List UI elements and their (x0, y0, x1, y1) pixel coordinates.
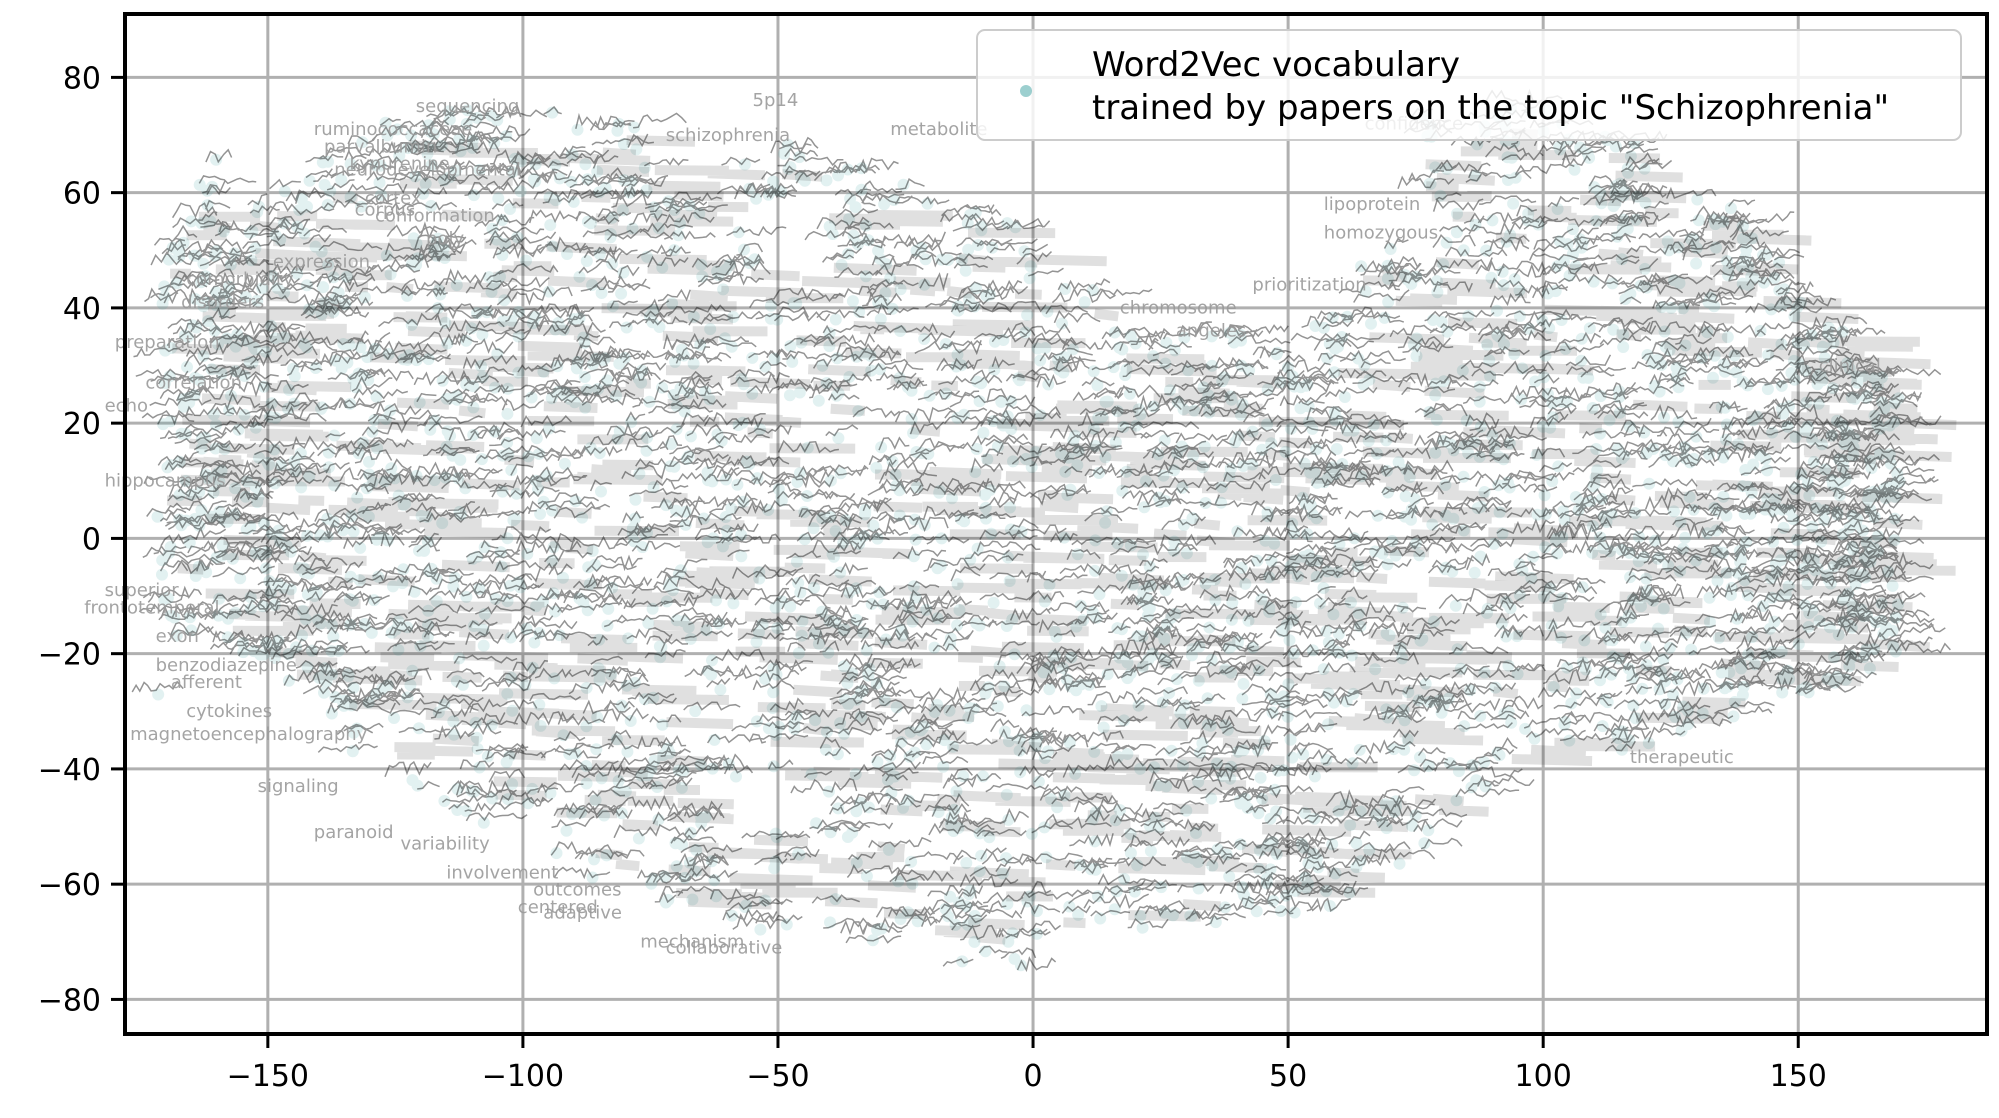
word-annotation: hippocampus (105, 471, 226, 492)
y-tick-label: 80 (63, 61, 101, 96)
y-tick-label: 20 (63, 407, 101, 442)
legend-label-line1: Word2Vec vocabulary (1092, 45, 1460, 85)
x-tick-label: 50 (1269, 1059, 1307, 1094)
word-annotation: conformation (375, 206, 495, 227)
word-annotation: metabolite (890, 119, 987, 140)
word-annotation: parvalbumin (324, 136, 437, 157)
y-tick-label: 60 (63, 177, 101, 212)
x-tick-label: −50 (746, 1059, 809, 1094)
y-tick-label: −20 (38, 638, 101, 673)
x-tick-label: −150 (227, 1059, 309, 1094)
y-tick-label: 0 (82, 522, 101, 557)
data-point-markers (151, 102, 1906, 972)
x-tick-label: 100 (1515, 1059, 1572, 1094)
legend-label-line2: trained by papers on the topic "Schizoph… (1092, 88, 1889, 128)
y-tick-label: −80 (38, 983, 101, 1018)
word-annotation: corpus (355, 200, 416, 221)
word-annotation: exon (156, 626, 199, 647)
word-annotation: paranoid (314, 822, 394, 843)
word-annotation: preparation (115, 332, 220, 353)
word-annotation: expression (273, 252, 370, 273)
word-label-cloud (131, 88, 1951, 973)
x-tick-label: 150 (1770, 1059, 1827, 1094)
legend: Word2Vec vocabulary trained by papers on… (976, 29, 1962, 141)
word-annotation: frontotemporal (84, 597, 219, 618)
word-annotation: adaptive (543, 903, 622, 924)
word-annotation: involvement (446, 862, 558, 883)
word-annotation: disorders (181, 292, 264, 313)
word-annotation: homozygous (1324, 223, 1438, 244)
word-annotation: clinical (1819, 355, 1881, 376)
word-annotation: mechanism (640, 932, 744, 953)
word-annotation: comorbidity (186, 269, 294, 290)
word-annotation: prioritization (1252, 275, 1366, 296)
word-annotation: cytokines (186, 701, 272, 722)
x-tick-label: 0 (1023, 1059, 1042, 1094)
grid (125, 14, 1987, 1034)
word-annotation: correlation (145, 373, 242, 394)
label-cloud-shading (166, 128, 1957, 945)
word-annotation: neurodevelopmental (334, 159, 521, 180)
y-tick-label: −60 (38, 868, 101, 903)
word-annotation: afferent (171, 672, 242, 693)
word-annotation: 5p14 (753, 90, 799, 111)
word-annotation: collaborative (666, 937, 783, 958)
word-annotation: benzodiazepine (156, 655, 297, 676)
word-annotation: therapeutic (1630, 747, 1734, 768)
legend-box (976, 29, 1962, 141)
word-annotation: poly (426, 229, 464, 250)
word-annotation: magnetoencephalography (130, 724, 368, 745)
word-annotation: signaling (258, 776, 339, 797)
word-annotation: kynurenine (350, 154, 450, 175)
legend-marker (1020, 85, 1032, 97)
word-annotation: schizophrenia (666, 125, 791, 146)
x-tick-label: −100 (482, 1059, 564, 1094)
word-annotation: sequencing (416, 96, 520, 117)
word-annotation: variability (401, 834, 491, 855)
y-tick-label: −40 (38, 753, 101, 788)
word-annotation: ruminococcaceae (314, 119, 473, 140)
word-annotation: outcomes (533, 880, 621, 901)
word-annotation: lipoprotein (1324, 194, 1420, 215)
word-annotation: angeles (1176, 321, 1246, 342)
word-annotation: centered (518, 897, 598, 918)
plot-frame (123, 12, 1989, 1036)
axis-ticks: −150 −100 −50 0 50 100 150 −80 −60 −40 −20 0 20 40 60 8… (38, 61, 1827, 1094)
word-labels: sequencingruminococcaceaeparvalbuminkynu… (84, 90, 1881, 958)
word-annotation: cortex (365, 188, 422, 209)
y-tick-label: 40 (63, 292, 101, 327)
word-annotation: chromosome (1120, 298, 1237, 319)
data-points (131, 88, 1957, 973)
